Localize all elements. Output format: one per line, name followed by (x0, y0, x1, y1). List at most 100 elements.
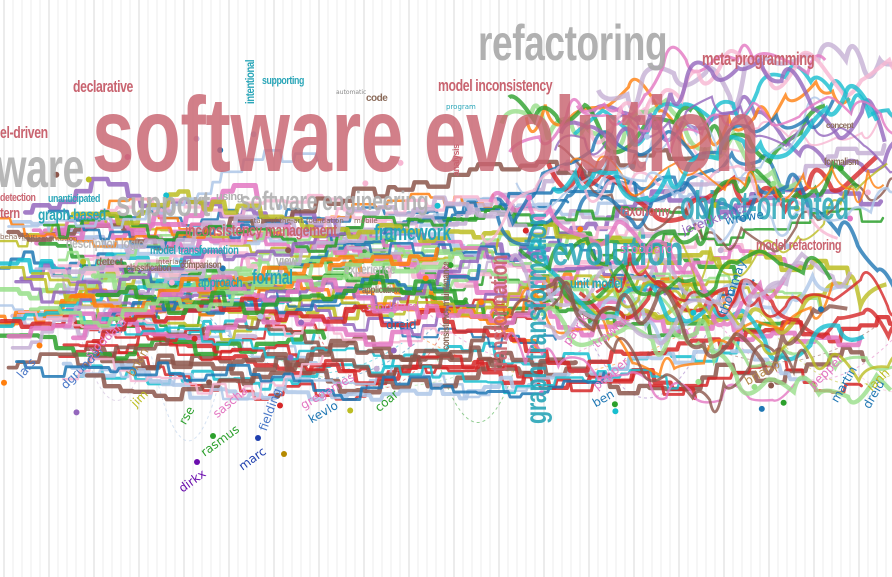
author-endpoint-dot (194, 459, 200, 465)
word-detect: detect (96, 257, 123, 268)
word-graph-transformation: graph transformation (520, 212, 553, 424)
author-flow-line (70, 189, 852, 281)
word-classification: classification (126, 263, 172, 274)
commit-dot (847, 215, 853, 222)
word-taxonomy: taxonomy (620, 203, 671, 220)
commit-dot (53, 171, 60, 178)
commit-dot (644, 133, 650, 140)
word-state-of-the-art: state-of-the-art (250, 217, 304, 225)
word-approach: approach (198, 274, 243, 290)
word-software-engineering: software engineering (240, 186, 429, 216)
word-automatic: automatic (336, 89, 367, 96)
commit-dot (770, 180, 777, 187)
word-implementation: implementation (22, 235, 78, 243)
author-dreid-2: dreid (386, 318, 417, 332)
commit-dot (768, 382, 775, 389)
commit-dot (434, 202, 441, 209)
commit-dot (538, 390, 545, 397)
commit-dot (298, 319, 305, 326)
commit-dot (818, 306, 824, 313)
author-flow-line (15, 360, 606, 401)
author-endpoint-dot (281, 451, 287, 457)
commit-dot (362, 180, 369, 187)
word-concept: concept (826, 121, 854, 130)
author-flow-curve (494, 281, 835, 378)
commit-dot (695, 224, 702, 231)
word-evolution: evolution (552, 227, 684, 274)
commit-dot (612, 408, 619, 415)
word-model-refactoring: model refactoring (756, 237, 842, 254)
commit-dot (577, 226, 584, 233)
word-interlaced: interlaced (156, 258, 192, 266)
author-flow-curve (575, 96, 892, 153)
author-flow-line (61, 343, 808, 402)
author-flow-curve (518, 236, 833, 298)
author-flow-curve (480, 164, 839, 244)
commit-dot (695, 378, 702, 385)
author-flow-curve (488, 190, 787, 328)
word-supporting: supporting (262, 75, 304, 87)
author-flow-curve (572, 64, 892, 147)
commit-dot (163, 192, 170, 199)
word-experience: experience (344, 261, 396, 277)
word-support: support (116, 183, 210, 224)
author-flow-curve (558, 56, 887, 150)
word-refactoring: refactoring (478, 15, 668, 71)
word-detection: detection (0, 192, 36, 204)
commit-dot (36, 342, 43, 349)
author-flow-line (84, 340, 455, 402)
commit-dot (250, 131, 257, 138)
commit-dot (837, 165, 844, 172)
word-declarative: declarative (73, 77, 134, 96)
word-formalism: formalism (824, 157, 859, 168)
author-flow-curve (551, 83, 880, 203)
commit-dot (629, 163, 636, 170)
commit-dot (422, 275, 429, 282)
commit-dot (168, 279, 175, 286)
commit-dot (390, 347, 397, 354)
word-view: view (276, 253, 297, 268)
commit-dot (277, 402, 283, 409)
commit-dot (751, 384, 758, 390)
word-behaviour: behaviour (0, 233, 36, 241)
author-flow-curve (578, 278, 892, 342)
commit-dot (388, 311, 395, 318)
commit-dot (347, 407, 354, 414)
word-foundation: foundation (306, 217, 344, 225)
collaboration-arc (720, 326, 892, 381)
word-comparison: comparison (180, 260, 222, 271)
author-flow-curve (535, 276, 848, 376)
author-flow-line (14, 232, 354, 304)
author-flow-curve (499, 97, 803, 190)
word-transformation: transformation (486, 255, 513, 372)
commit-dot (780, 399, 787, 406)
author-flow-line (66, 195, 516, 274)
author-flow-line (31, 211, 810, 283)
author-flow-line (90, 251, 465, 295)
commit-dot (717, 247, 724, 254)
commit-dot (531, 314, 538, 321)
commit-dot (397, 159, 404, 166)
commit-dot (274, 392, 281, 399)
word-code: code (366, 93, 388, 104)
author-flow-curve (569, 155, 885, 204)
word-model-transformation: model transformation (150, 243, 239, 257)
commit-dot (80, 258, 87, 265)
author-flow-curve (508, 43, 827, 153)
word-formal: formal (252, 267, 293, 289)
author-flow-line (61, 355, 324, 400)
commit-dot (712, 202, 719, 209)
commit-dot (219, 265, 226, 272)
author-endpoint-dot (210, 433, 216, 439)
commit-dot (206, 379, 213, 386)
author-flow-line (0, 216, 208, 248)
author-flow-curve (515, 96, 824, 211)
commit-dot (611, 401, 618, 408)
author-stoddard-3: stoddard (620, 242, 674, 256)
commit-dot (478, 299, 485, 306)
word-description-logic: description logic (66, 235, 144, 251)
word-program: program (446, 103, 476, 111)
word-inconsistency-management: inconsistency management (185, 221, 337, 240)
commit-dot (1, 379, 7, 386)
commit-dot (537, 369, 544, 376)
